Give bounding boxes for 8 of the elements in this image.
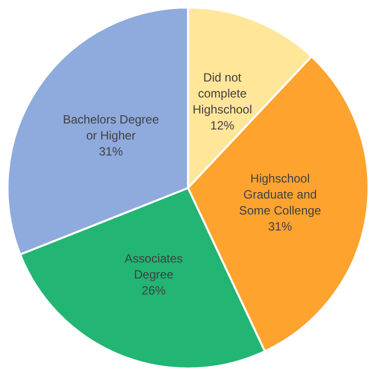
slice-label: Highschool Graduate and Some Collenge (239, 172, 322, 218)
data-label: 31% (98, 144, 124, 159)
data-label: 31% (268, 220, 292, 234)
data-label: 12% (210, 118, 235, 132)
slice-label: Bachelors Degree or Higher (62, 112, 160, 143)
data-label: 26% (142, 284, 166, 298)
slice-label: Did not complete Highschool (192, 70, 252, 116)
slice-label: Associates Degree (124, 252, 183, 282)
